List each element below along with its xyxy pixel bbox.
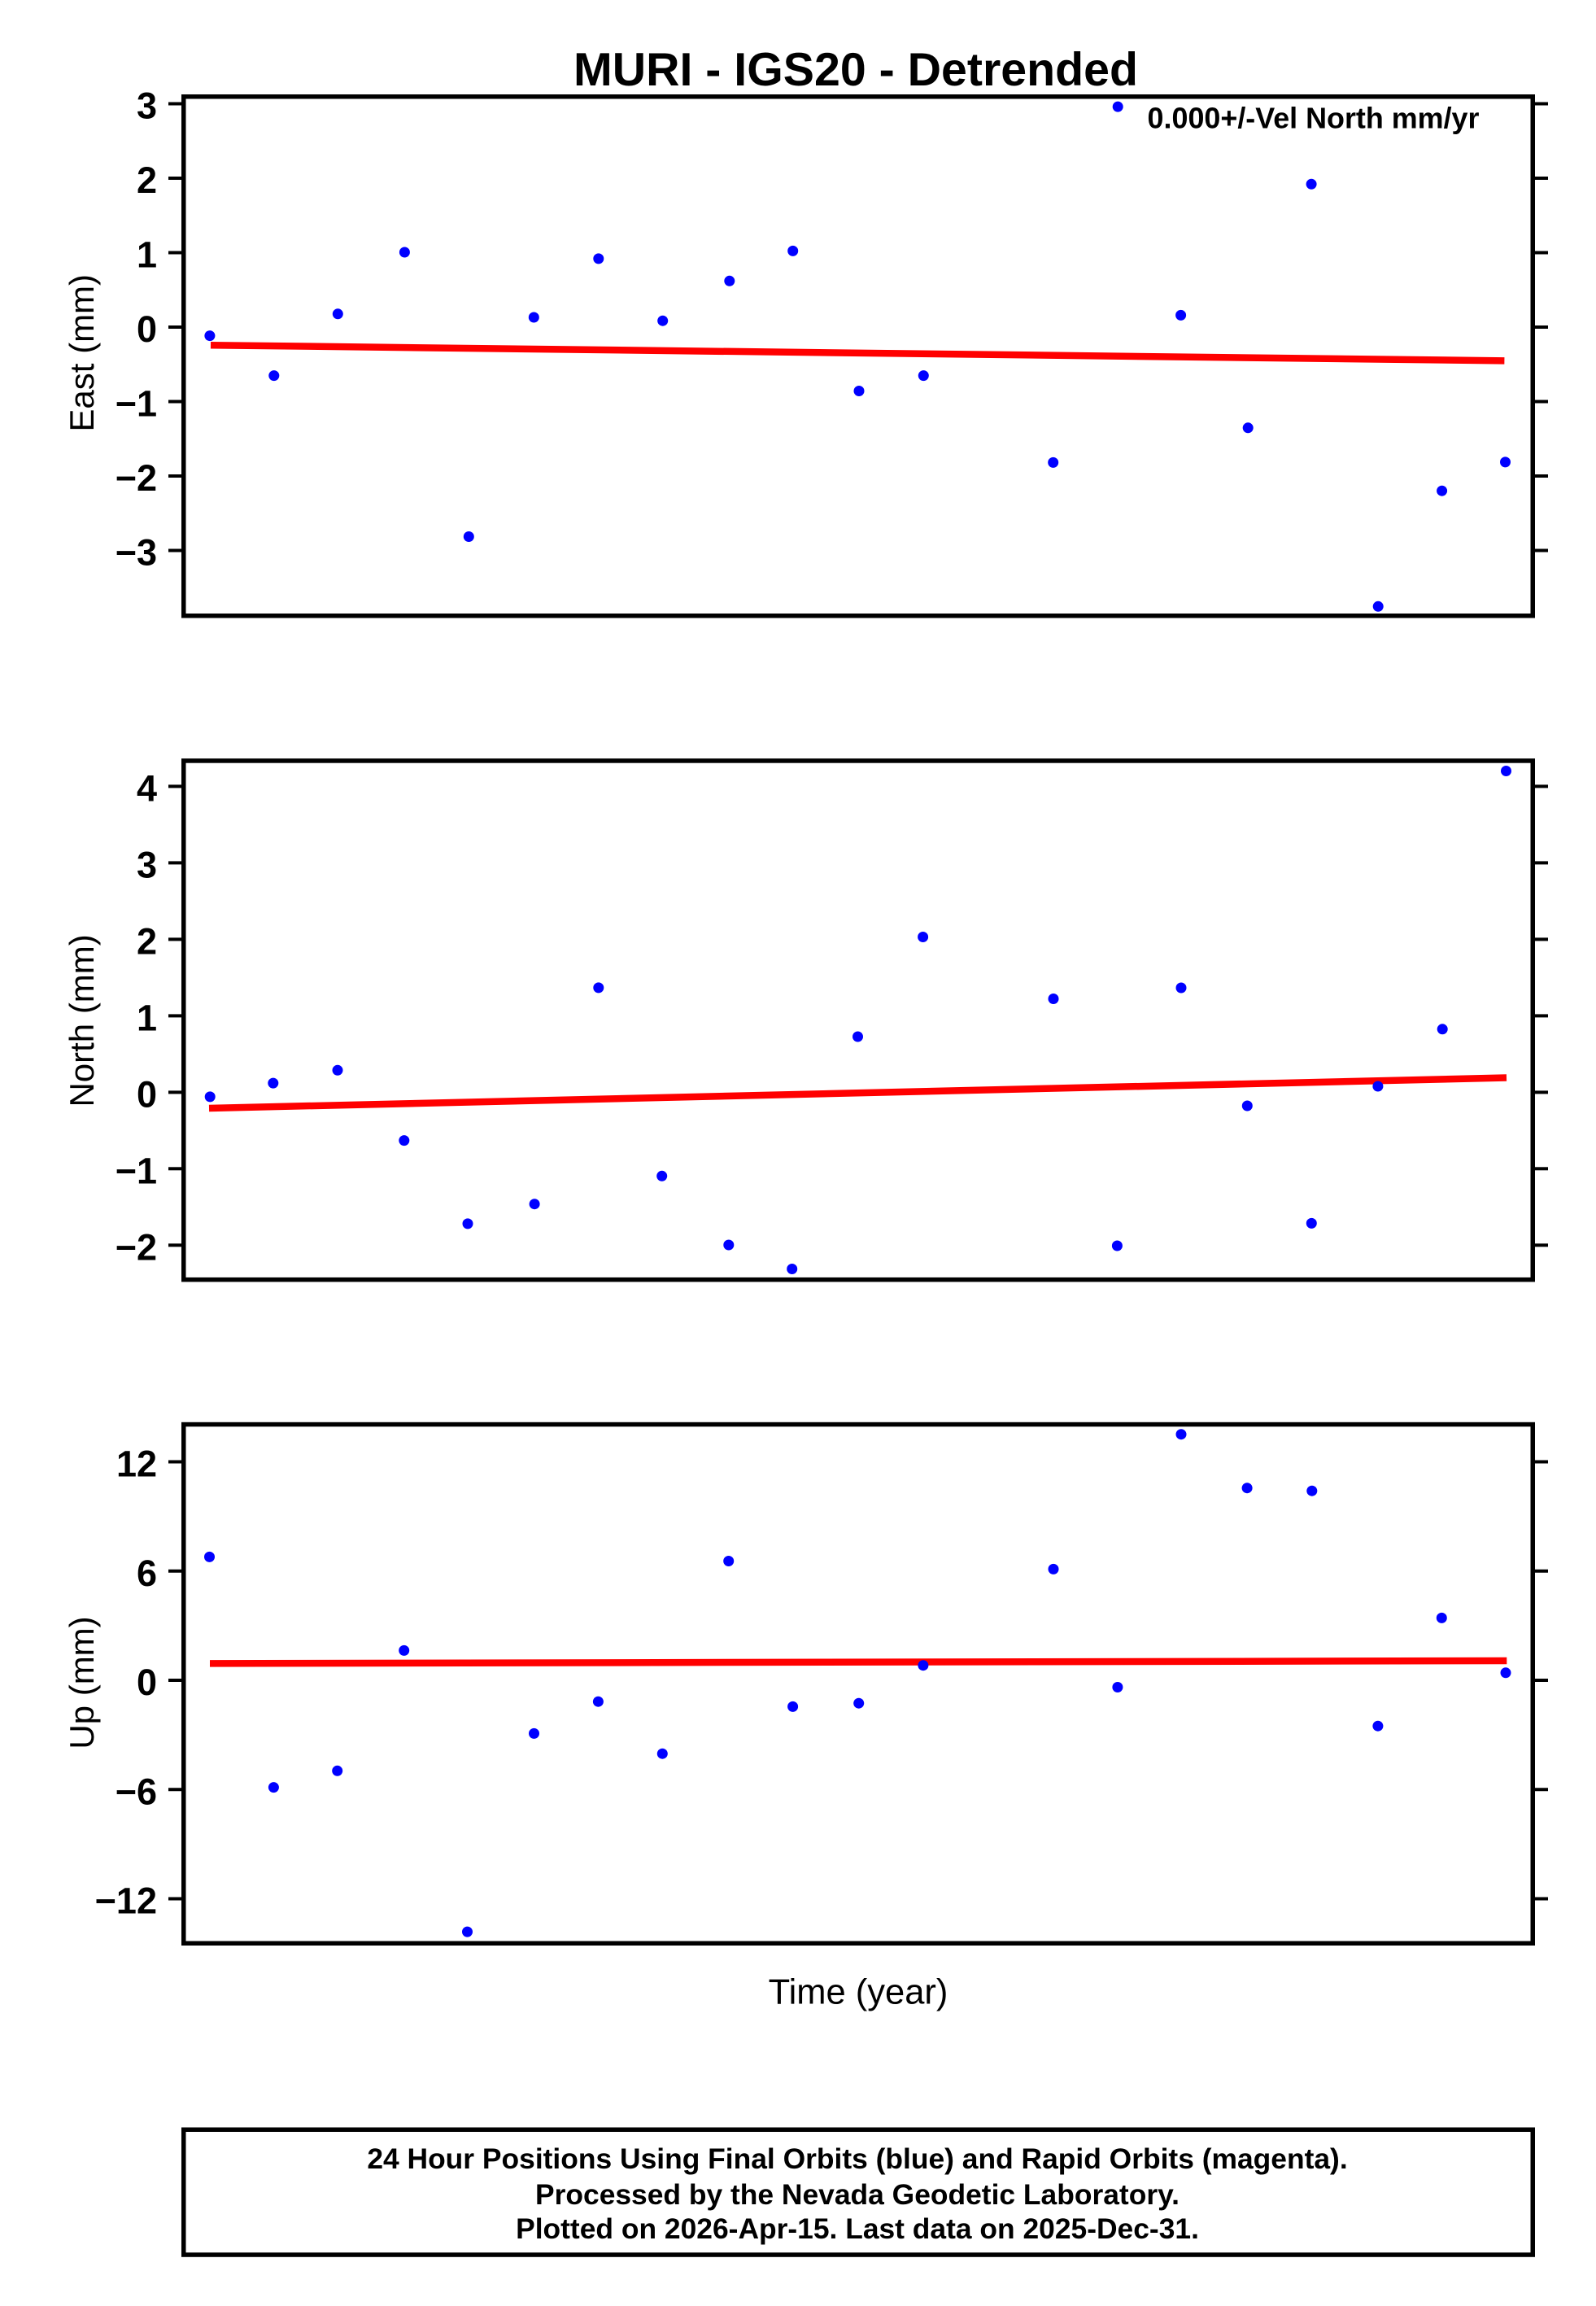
svg-text:2: 2 [137,920,157,962]
svg-text:East (mm): East (mm) [63,274,101,432]
svg-text:3: 3 [137,85,157,127]
svg-text:0: 0 [137,1662,157,1703]
svg-text:Up (mm): Up (mm) [63,1616,101,1749]
svg-text:−6: −6 [116,1771,157,1812]
svg-text:−12: −12 [95,1880,157,1922]
svg-text:MURI - IGS20 - Detrended: MURI - IGS20 - Detrended [573,44,1138,96]
svg-text:0: 0 [137,1073,157,1115]
svg-text:Processed by the Nevada Geodet: Processed by the Nevada Geodetic Laborat… [535,2178,1180,2211]
svg-text:4: 4 [137,767,157,809]
svg-text:North (mm): North (mm) [63,934,101,1107]
svg-text:24 Hour Positions Using Final: 24 Hour Positions Using Final Orbits (bl… [367,2142,1347,2175]
svg-text:3: 3 [137,844,157,885]
svg-text:12: 12 [116,1443,157,1485]
svg-text:Time (year): Time (year) [769,1973,948,2012]
svg-text:0: 0 [137,308,157,350]
svg-text:Plotted on 2026-Apr-15. Last d: Plotted on 2026-Apr-15. Last data on 202… [516,2212,1199,2245]
svg-text:−3: −3 [116,532,157,574]
svg-text:2: 2 [137,159,157,201]
svg-text:−1: −1 [116,1150,157,1191]
svg-text:−1: −1 [116,383,157,425]
svg-text:−2: −2 [116,1226,157,1268]
svg-text:0.000+/-Vel North mm/yr: 0.000+/-Vel North mm/yr [1148,103,1480,135]
svg-text:6: 6 [137,1553,157,1594]
svg-text:−2: −2 [116,457,157,499]
svg-text:1: 1 [137,997,157,1038]
svg-text:1: 1 [137,234,157,276]
